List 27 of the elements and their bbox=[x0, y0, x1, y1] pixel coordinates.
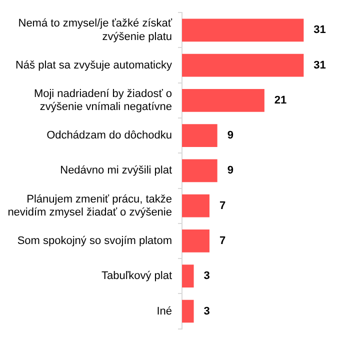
data-label: 9 bbox=[227, 164, 234, 177]
y-tick-label: Odchádzam do dôchodku bbox=[46, 130, 172, 142]
bar bbox=[182, 230, 210, 252]
data-label: 7 bbox=[219, 235, 226, 247]
data-label: 31 bbox=[314, 24, 326, 36]
y-tick-label: Moji nadriadení by žiadosť o zvýšenie vnímali negatívne bbox=[34, 88, 172, 114]
y-tick-label: Iné bbox=[156, 305, 172, 318]
y-tick-label: Plánujem zmeniť prácu, takže nevidím zmysel žiadať o zvýšenie bbox=[8, 193, 172, 218]
bar bbox=[182, 54, 304, 77]
y-tick-label: Nedávno mi zvýšili plat bbox=[60, 164, 172, 177]
data-label: 9 bbox=[227, 130, 234, 142]
data-label: 31 bbox=[314, 59, 326, 72]
data-label: 7 bbox=[219, 200, 226, 212]
bar bbox=[182, 18, 304, 42]
y-tick-label: Som spokojný so svojím platom bbox=[17, 235, 172, 247]
y-tick-label: Náš plat sa zvyšuje automaticky bbox=[15, 59, 172, 72]
bar bbox=[182, 159, 218, 182]
bar bbox=[182, 124, 218, 147]
y-tick-label: Nemá to zmysel/je ťažké získať zvýšenie platu bbox=[18, 18, 173, 43]
bar bbox=[182, 89, 264, 112]
bar bbox=[182, 264, 194, 288]
y-tick-label: Tabuľkový plat bbox=[102, 270, 172, 282]
bar bbox=[182, 300, 194, 323]
data-label: 3 bbox=[204, 305, 210, 318]
data-label: 3 bbox=[204, 270, 210, 282]
bar bbox=[182, 194, 210, 218]
data-label: 21 bbox=[274, 94, 287, 106]
